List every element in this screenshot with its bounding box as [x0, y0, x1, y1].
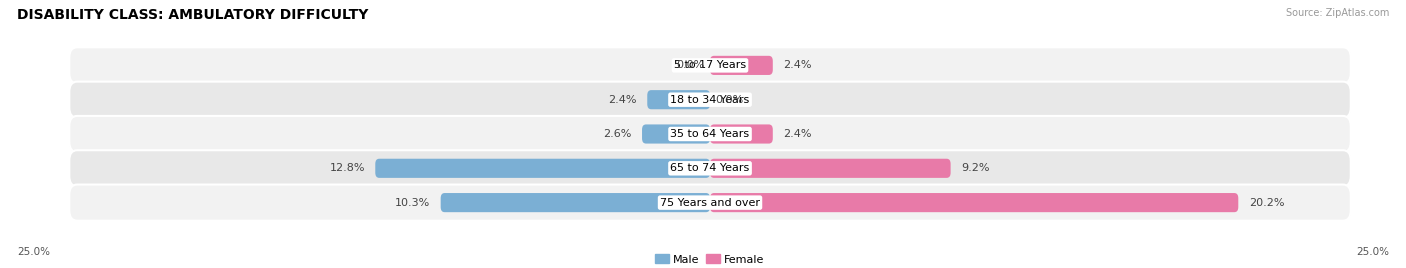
- FancyBboxPatch shape: [69, 82, 1351, 118]
- Text: 2.4%: 2.4%: [609, 95, 637, 105]
- FancyBboxPatch shape: [375, 159, 710, 178]
- FancyBboxPatch shape: [643, 124, 710, 144]
- FancyBboxPatch shape: [440, 193, 710, 212]
- Text: Source: ZipAtlas.com: Source: ZipAtlas.com: [1285, 8, 1389, 18]
- Text: 9.2%: 9.2%: [962, 163, 990, 173]
- Text: 0.0%: 0.0%: [716, 95, 744, 105]
- FancyBboxPatch shape: [69, 150, 1351, 186]
- FancyBboxPatch shape: [710, 124, 773, 144]
- Text: 25.0%: 25.0%: [1357, 247, 1389, 257]
- Text: 18 to 34 Years: 18 to 34 Years: [671, 95, 749, 105]
- Text: 75 Years and over: 75 Years and over: [659, 198, 761, 208]
- Text: DISABILITY CLASS: AMBULATORY DIFFICULTY: DISABILITY CLASS: AMBULATORY DIFFICULTY: [17, 8, 368, 22]
- Text: 5 to 17 Years: 5 to 17 Years: [673, 60, 747, 70]
- Text: 2.4%: 2.4%: [783, 60, 811, 70]
- Text: 35 to 64 Years: 35 to 64 Years: [671, 129, 749, 139]
- Text: 25.0%: 25.0%: [17, 247, 49, 257]
- FancyBboxPatch shape: [69, 185, 1351, 221]
- Text: 2.4%: 2.4%: [783, 129, 811, 139]
- Text: 2.6%: 2.6%: [603, 129, 631, 139]
- Legend: Male, Female: Male, Female: [651, 250, 769, 268]
- Text: 0.0%: 0.0%: [676, 60, 704, 70]
- Text: 20.2%: 20.2%: [1249, 198, 1284, 208]
- FancyBboxPatch shape: [69, 116, 1351, 152]
- FancyBboxPatch shape: [710, 56, 773, 75]
- FancyBboxPatch shape: [710, 193, 1239, 212]
- Text: 65 to 74 Years: 65 to 74 Years: [671, 163, 749, 173]
- FancyBboxPatch shape: [710, 159, 950, 178]
- FancyBboxPatch shape: [647, 90, 710, 109]
- Text: 10.3%: 10.3%: [395, 198, 430, 208]
- FancyBboxPatch shape: [69, 47, 1351, 83]
- Text: 12.8%: 12.8%: [329, 163, 364, 173]
